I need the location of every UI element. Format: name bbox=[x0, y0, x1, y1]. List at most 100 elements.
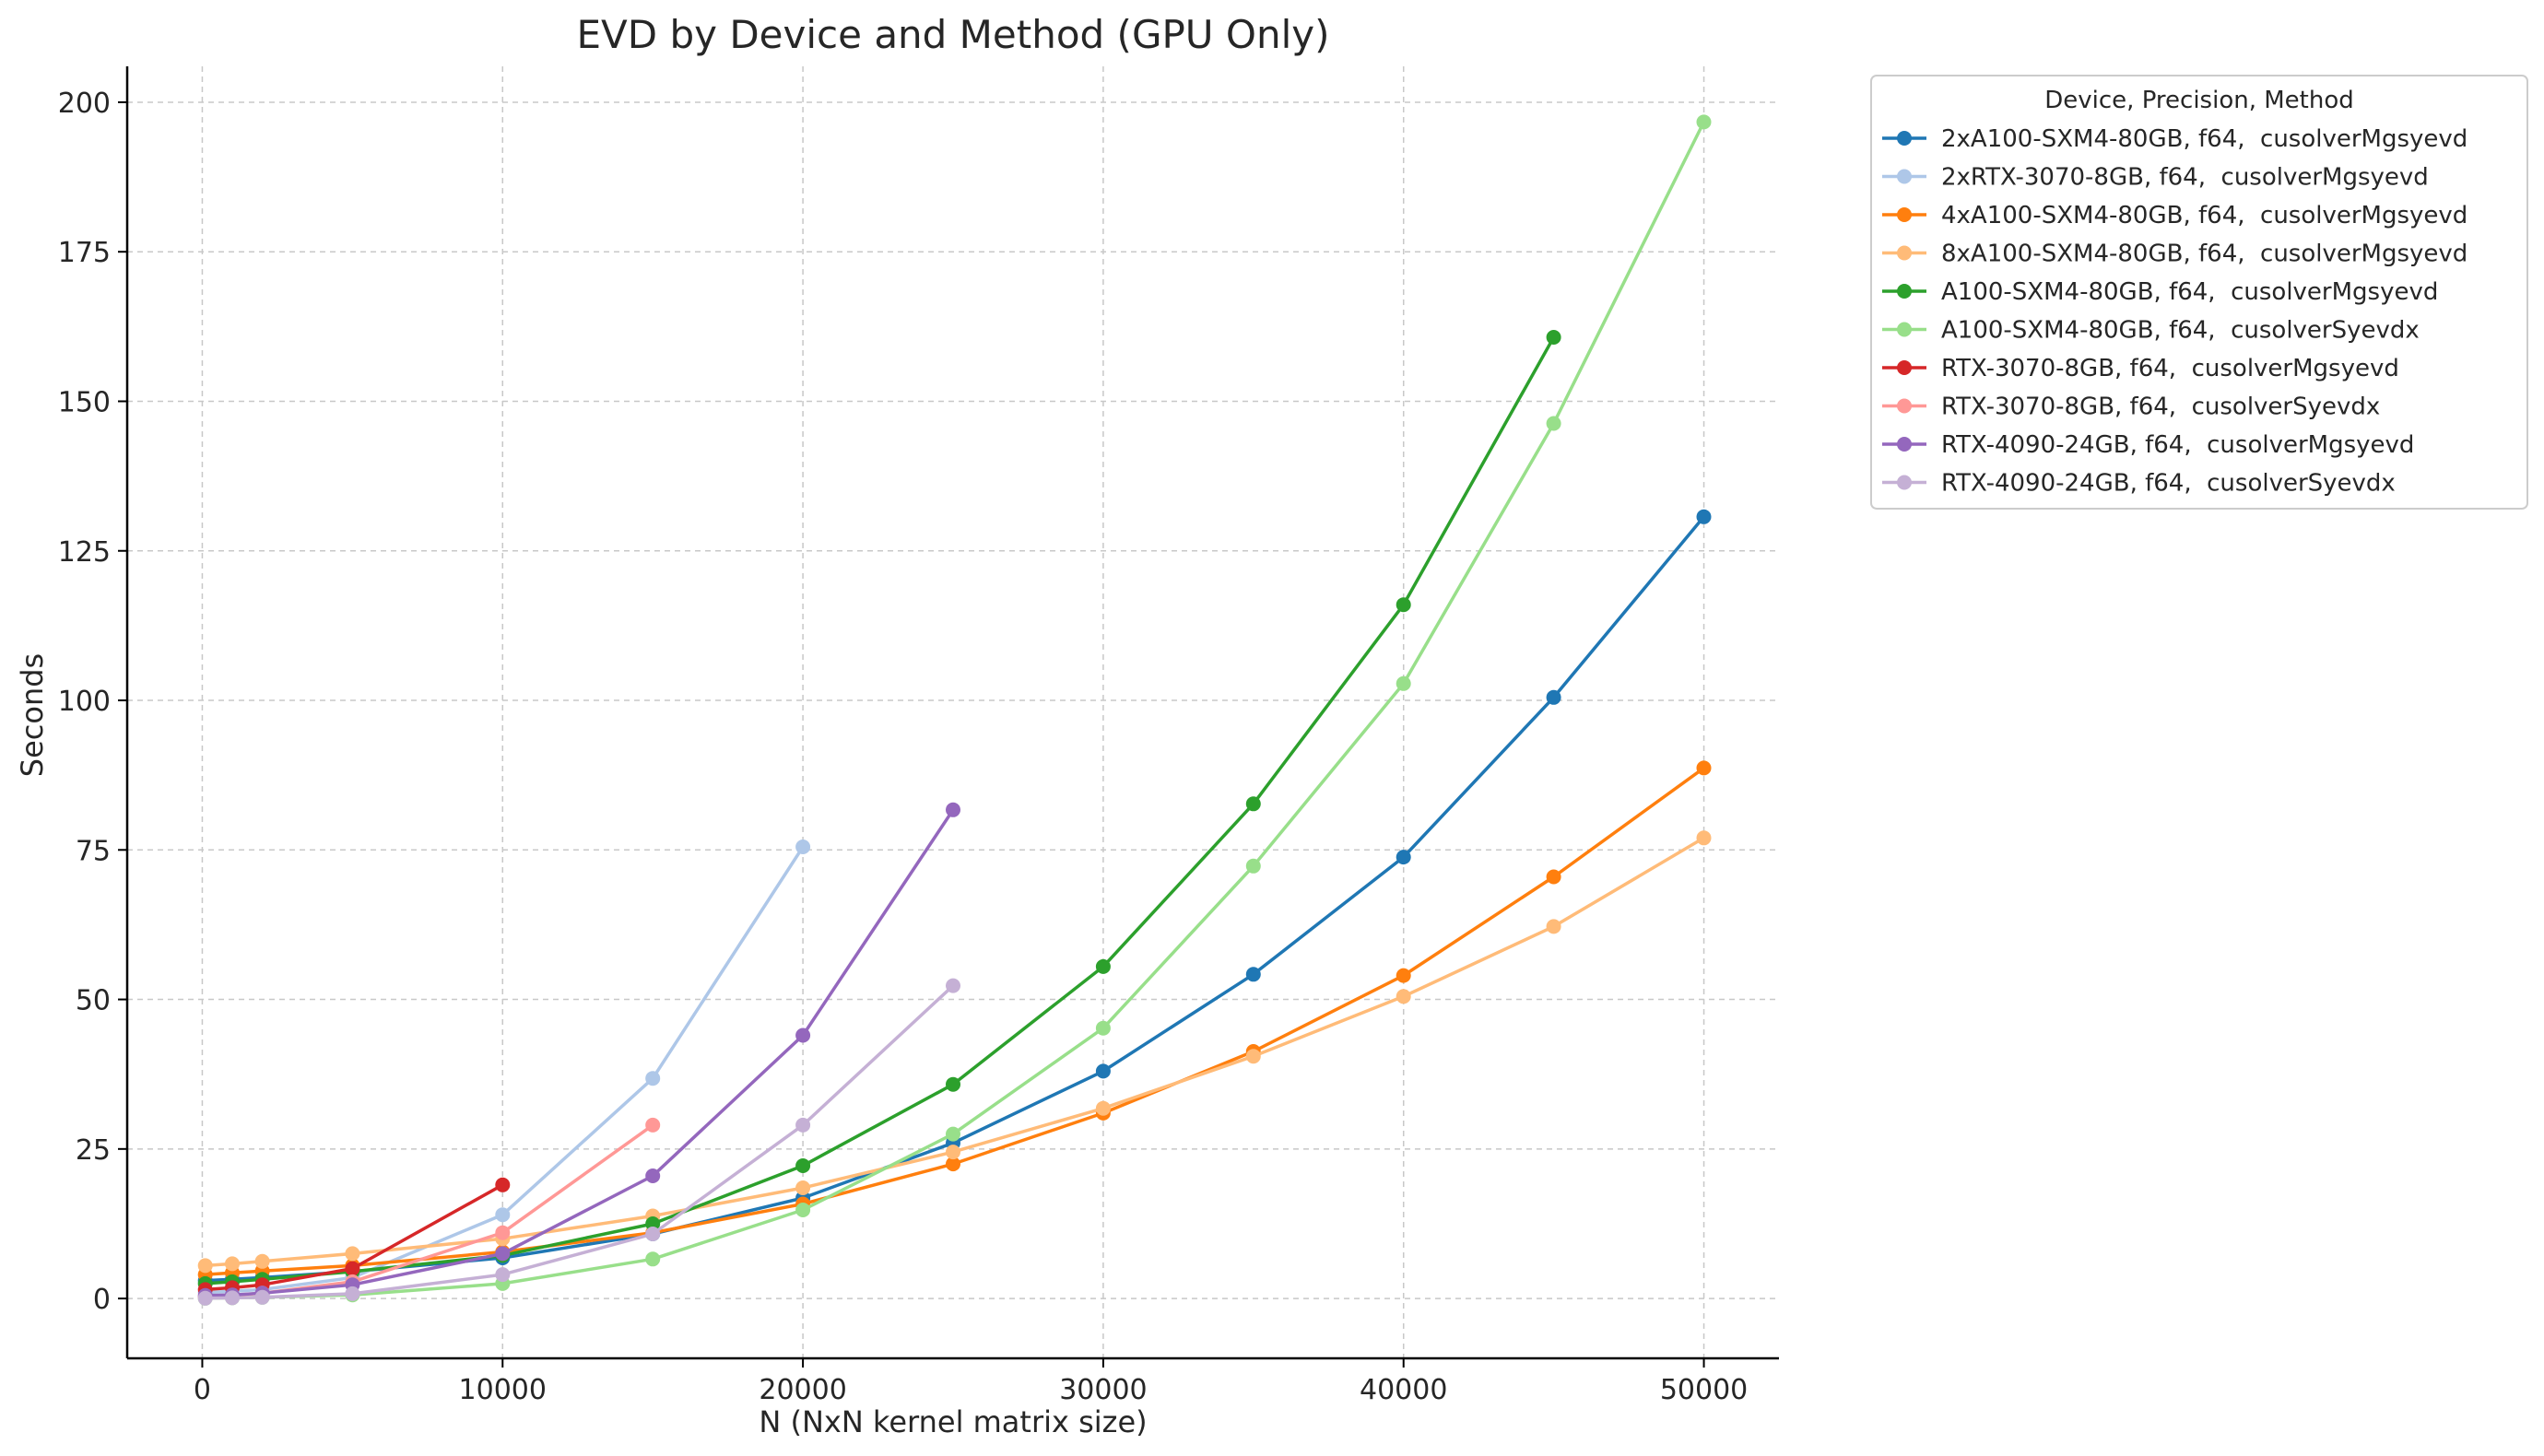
data-point bbox=[255, 1254, 270, 1269]
y-tick-label: 200 bbox=[58, 88, 111, 120]
data-point bbox=[1547, 330, 1561, 345]
y-tick-label: 175 bbox=[58, 237, 111, 269]
data-point bbox=[198, 1258, 213, 1273]
legend-label: 8xA100-SXM4-80GB, f64, cusolverMgsyevd bbox=[1941, 241, 2467, 268]
y-tick-label: 125 bbox=[58, 536, 111, 569]
series-line bbox=[206, 986, 953, 1298]
legend-label: 2xRTX-3070-8GB, f64, cusolverMgsyevd bbox=[1941, 164, 2429, 192]
data-point bbox=[495, 1178, 510, 1192]
data-point bbox=[198, 1291, 213, 1306]
data-point bbox=[1547, 690, 1561, 705]
data-point bbox=[645, 1071, 660, 1086]
series-line bbox=[206, 810, 953, 1296]
data-point bbox=[1396, 969, 1411, 983]
series-line bbox=[206, 838, 1704, 1265]
series-line bbox=[206, 122, 1704, 1297]
data-point bbox=[645, 1251, 660, 1266]
data-point bbox=[225, 1290, 240, 1305]
data-point bbox=[946, 1077, 960, 1092]
data-point bbox=[1547, 417, 1561, 431]
data-point bbox=[645, 1118, 660, 1133]
legend-swatch-marker bbox=[1897, 207, 1912, 222]
legend-item: 8xA100-SXM4-80GB, f64, cusolverMgsyevd bbox=[1882, 241, 2467, 268]
series-layer bbox=[198, 114, 1712, 1305]
legend-swatch-marker bbox=[1897, 476, 1912, 490]
chart-title: EVD by Device and Method (GPU Only) bbox=[577, 12, 1330, 57]
data-point bbox=[1697, 830, 1712, 845]
data-point bbox=[1697, 760, 1712, 775]
data-point bbox=[1246, 967, 1261, 981]
legend-label: RTX-4090-24GB, f64, cusolverSyevdx bbox=[1941, 470, 2396, 498]
data-point bbox=[1697, 510, 1712, 524]
legend-item: 4xA100-SXM4-80GB, f64, cusolverMgsyevd bbox=[1882, 202, 2467, 229]
data-point bbox=[495, 1267, 510, 1282]
data-point bbox=[495, 1226, 510, 1240]
series-line bbox=[206, 337, 1554, 1284]
data-point bbox=[1396, 676, 1411, 691]
legend-swatch-marker bbox=[1897, 399, 1912, 414]
data-point bbox=[1396, 989, 1411, 1004]
y-tick-label: 0 bbox=[93, 1284, 111, 1316]
x-tick-label: 0 bbox=[194, 1374, 211, 1406]
legend-item: 2xA100-SXM4-80GB, f64, cusolverMgsyevd bbox=[1882, 125, 2467, 153]
x-tick-label: 50000 bbox=[1660, 1374, 1748, 1406]
legend-swatch-marker bbox=[1897, 323, 1912, 337]
data-point bbox=[1396, 597, 1411, 612]
legend-label: RTX-3070-8GB, f64, cusolverMgsyevd bbox=[1941, 355, 2399, 382]
data-point bbox=[946, 803, 960, 817]
y-tick-label: 25 bbox=[76, 1134, 111, 1167]
data-point bbox=[795, 1118, 810, 1133]
legend-label: RTX-3070-8GB, f64, cusolverSyevdx bbox=[1941, 393, 2380, 421]
y-tick-label: 50 bbox=[76, 985, 111, 1017]
data-point bbox=[1547, 870, 1561, 885]
data-point bbox=[1396, 850, 1411, 864]
data-point bbox=[1246, 1049, 1261, 1063]
y-tick-label: 100 bbox=[58, 686, 111, 718]
y-tick-label: 75 bbox=[76, 835, 111, 867]
data-point bbox=[795, 840, 810, 854]
legend-swatch-marker bbox=[1897, 246, 1912, 261]
y-tick-label: 150 bbox=[58, 386, 111, 418]
series-2 bbox=[198, 760, 1712, 1282]
y-axis-title: Seconds bbox=[15, 653, 50, 777]
legend-item: A100-SXM4-80GB, f64, cusolverMgsyevd bbox=[1882, 278, 2438, 306]
x-tick-label: 20000 bbox=[759, 1374, 846, 1406]
data-point bbox=[795, 1158, 810, 1173]
legend-item: A100-SXM4-80GB, f64, cusolverSyevdx bbox=[1882, 317, 2420, 345]
data-point bbox=[1697, 114, 1712, 129]
legend-item: RTX-3070-8GB, f64, cusolverSyevdx bbox=[1882, 393, 2380, 421]
series-line bbox=[206, 768, 1704, 1274]
legend-item: RTX-4090-24GB, f64, cusolverSyevdx bbox=[1882, 470, 2396, 498]
data-point bbox=[1096, 1063, 1111, 1078]
series-4 bbox=[198, 330, 1561, 1291]
data-point bbox=[225, 1256, 240, 1271]
legend-title: Device, Precision, Method bbox=[2044, 87, 2354, 114]
legend-item: RTX-4090-24GB, f64, cusolverMgsyevd bbox=[1882, 431, 2414, 459]
data-point bbox=[495, 1207, 510, 1222]
legend-label: A100-SXM4-80GB, f64, cusolverMgsyevd bbox=[1941, 278, 2438, 306]
x-tick-label: 30000 bbox=[1059, 1374, 1147, 1406]
data-point bbox=[1096, 1101, 1111, 1116]
legend: Device, Precision, Method 2xA100-SXM4-80… bbox=[1871, 76, 2527, 509]
data-point bbox=[946, 1127, 960, 1142]
data-point bbox=[495, 1246, 510, 1261]
legend-item: RTX-3070-8GB, f64, cusolverMgsyevd bbox=[1882, 355, 2399, 382]
data-point bbox=[645, 1227, 660, 1241]
series-3 bbox=[198, 830, 1712, 1273]
legend-swatch-marker bbox=[1897, 437, 1912, 452]
data-point bbox=[1096, 1021, 1111, 1036]
legend-swatch-marker bbox=[1897, 360, 1912, 375]
data-point bbox=[795, 1180, 810, 1195]
data-point bbox=[1246, 859, 1261, 874]
data-point bbox=[1096, 959, 1111, 974]
data-point bbox=[946, 979, 960, 993]
legend-label: A100-SXM4-80GB, f64, cusolverSyevdx bbox=[1941, 317, 2420, 345]
data-point bbox=[1246, 796, 1261, 811]
data-point bbox=[345, 1262, 359, 1276]
x-axis-title: N (NxN kernel matrix size) bbox=[759, 1404, 1147, 1439]
legend-label: 2xA100-SXM4-80GB, f64, cusolverMgsyevd bbox=[1941, 125, 2467, 153]
x-tick-label: 40000 bbox=[1360, 1374, 1447, 1406]
legend-swatch-marker bbox=[1897, 284, 1912, 299]
x-tick-label: 10000 bbox=[459, 1374, 547, 1406]
